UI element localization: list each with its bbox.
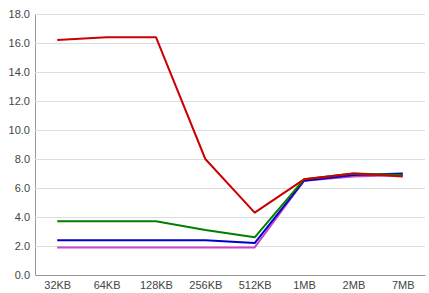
y-tick: 10.0 — [9, 124, 425, 136]
x-tick: 32KB — [44, 275, 71, 291]
x-tick-label: 128KB — [140, 279, 173, 291]
x-tick: 7MB — [392, 275, 415, 291]
grid-line — [35, 101, 425, 102]
series-line — [57, 37, 403, 212]
y-tick-label: 4.0 — [15, 211, 30, 223]
y-tick-label: 8.0 — [15, 153, 30, 165]
x-tick-label: 512KB — [239, 279, 272, 291]
x-tick: 128KB — [140, 275, 173, 291]
x-tick-label: 256KB — [189, 279, 222, 291]
x-tick: 512KB — [239, 275, 272, 291]
chart: 0.0 2.0 4.0 6.0 8.0 10.0 12.0 14.0 16.0 18.0 32KB 6… — [0, 0, 429, 293]
x-tick: 1MB — [293, 275, 316, 291]
y-tick: 12.0 — [9, 95, 425, 107]
grid-line — [35, 72, 425, 73]
y-tick: 6.0 — [15, 182, 425, 194]
y-tick-label: 18.0 — [9, 8, 30, 20]
x-tick: 256KB — [189, 275, 222, 291]
x-tick: 64KB — [94, 275, 121, 291]
y-axis: 0.0 2.0 4.0 6.0 8.0 10.0 12.0 14.0 16.0 18.0 — [9, 8, 425, 281]
x-axis-line — [36, 275, 426, 276]
y-tick-label: 14.0 — [9, 66, 30, 78]
grid-line — [35, 14, 425, 15]
x-tick-label: 7MB — [392, 279, 415, 291]
y-tick-label: 16.0 — [9, 37, 30, 49]
x-tick-label: 2MB — [343, 279, 366, 291]
grid-line — [35, 130, 425, 131]
y-tick-label: 10.0 — [9, 124, 30, 136]
x-tick-label: 1MB — [293, 279, 316, 291]
y-tick-label: 6.0 — [15, 182, 30, 194]
grid-line — [35, 217, 425, 218]
x-tick-label: 32KB — [44, 279, 71, 291]
series-line — [57, 174, 403, 244]
lines — [57, 37, 403, 247]
y-tick: 8.0 — [15, 153, 425, 165]
y-tick: 18.0 — [9, 8, 425, 20]
y-axis-line — [35, 15, 36, 276]
y-tick-label: 12.0 — [9, 95, 30, 107]
grid-line — [35, 43, 425, 44]
grid-line — [35, 188, 425, 189]
x-axis: 32KB 64KB 128KB 256KB 512KB 1MB 2MB 7MB — [36, 275, 426, 291]
y-tick: 14.0 — [9, 66, 425, 78]
x-tick-label: 64KB — [94, 279, 121, 291]
series-line — [57, 174, 403, 238]
y-tick-label: 2.0 — [15, 240, 30, 252]
plot: 0.0 2.0 4.0 6.0 8.0 10.0 12.0 14.0 16.0 18.0 32KB 6… — [9, 8, 426, 291]
y-tick-label: 0.0 — [15, 269, 30, 281]
grid-line — [35, 275, 425, 276]
grid-line — [35, 159, 425, 160]
x-tick: 2MB — [343, 275, 366, 291]
